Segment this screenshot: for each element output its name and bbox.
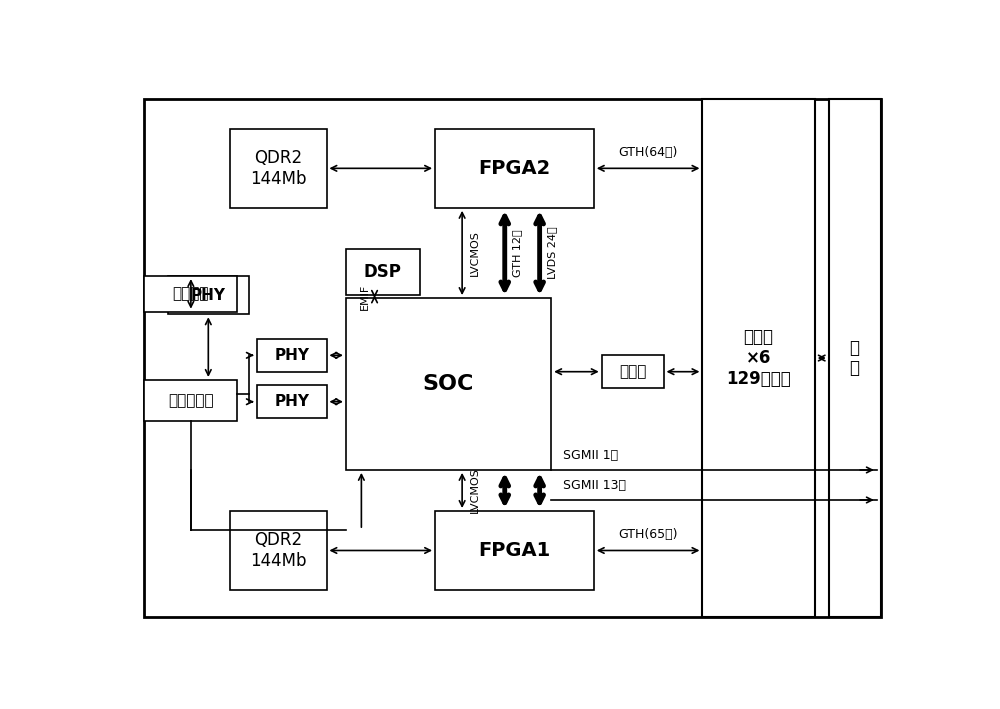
FancyBboxPatch shape (346, 249, 420, 295)
Text: QDR2
144Mb: QDR2 144Mb (250, 531, 306, 570)
FancyBboxPatch shape (144, 277, 237, 312)
FancyBboxPatch shape (230, 129, 326, 208)
FancyBboxPatch shape (435, 511, 594, 590)
Text: 背
板: 背 板 (850, 339, 860, 377)
FancyBboxPatch shape (702, 99, 815, 618)
FancyBboxPatch shape (144, 99, 881, 618)
FancyBboxPatch shape (257, 386, 326, 418)
Text: LVCMOS: LVCMOS (470, 467, 480, 513)
FancyBboxPatch shape (144, 380, 237, 421)
Text: SGMII 1路: SGMII 1路 (563, 449, 618, 462)
FancyBboxPatch shape (257, 339, 326, 372)
Text: EMIF: EMIF (360, 284, 370, 310)
Text: PHY: PHY (274, 348, 309, 363)
Text: PHY: PHY (274, 394, 309, 409)
Text: 以太网交换: 以太网交换 (168, 393, 214, 408)
FancyBboxPatch shape (346, 298, 551, 470)
Text: QDR2
144Mb: QDR2 144Mb (250, 149, 306, 188)
FancyBboxPatch shape (829, 99, 881, 618)
Text: 光模块
×6
129路收发: 光模块 ×6 129路收发 (726, 328, 791, 388)
Text: SOC: SOC (423, 374, 474, 394)
Text: FPGA1: FPGA1 (478, 541, 551, 560)
Text: 前面板: 前面板 (619, 364, 646, 379)
FancyBboxPatch shape (435, 129, 594, 208)
Text: DSP: DSP (364, 263, 402, 281)
FancyBboxPatch shape (602, 355, 664, 388)
Text: LVDS 24路: LVDS 24路 (547, 227, 557, 279)
Text: GTH(64路): GTH(64路) (618, 145, 678, 159)
Text: FPGA2: FPGA2 (478, 159, 551, 178)
Text: SGMII 13路: SGMII 13路 (563, 479, 626, 492)
FancyBboxPatch shape (230, 511, 326, 590)
Text: PHY: PHY (191, 288, 226, 303)
Text: 千兆网口: 千兆网口 (173, 286, 209, 301)
Text: GTH 12路: GTH 12路 (512, 229, 522, 277)
Text: GTH(65路): GTH(65路) (618, 527, 678, 541)
Text: LVCMOS: LVCMOS (470, 230, 480, 276)
FancyBboxPatch shape (168, 277, 249, 314)
